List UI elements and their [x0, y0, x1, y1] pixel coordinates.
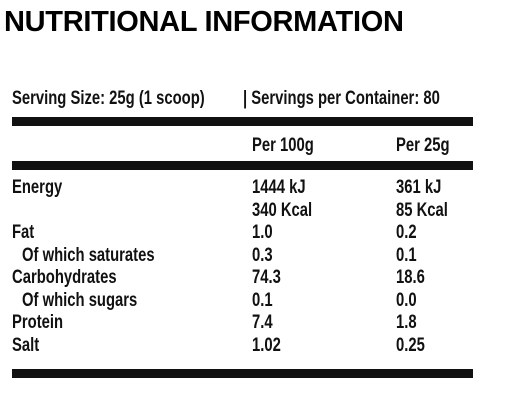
row-label: Carbohydrates: [12, 267, 117, 288]
servings-per-container: | Servings per Container: 80: [243, 88, 440, 109]
row-label: Fat: [12, 222, 35, 243]
cell: 0.25: [396, 334, 425, 356]
cell: 0.1: [396, 244, 417, 266]
divider: [12, 161, 473, 170]
cell: 361 kJ: [396, 177, 442, 198]
cell: 0.1: [252, 289, 273, 311]
row-label: Protein: [12, 312, 64, 333]
cell: 7.4: [252, 312, 273, 333]
cell: 18.6: [396, 267, 425, 288]
cell: 0.2: [396, 222, 417, 243]
row-label: Of which sugars: [22, 289, 138, 311]
cell: 1.8: [396, 312, 417, 333]
cell: 340 Kcal: [252, 199, 313, 221]
title: NUTRITIONAL INFORMATION: [4, 6, 404, 38]
divider: [12, 117, 473, 126]
cell: 1444 kJ: [252, 177, 306, 198]
column-header: Per 25g: [396, 135, 450, 156]
row-label: Salt: [12, 334, 40, 356]
cell: 74.3: [252, 267, 281, 288]
row-label: Of which saturates: [22, 244, 155, 266]
cell: 85 Kcal: [396, 199, 448, 221]
divider: [12, 369, 473, 378]
column-header: Per 100g: [252, 135, 314, 156]
cell: 0.0: [396, 289, 417, 311]
cell: 0.3: [252, 244, 273, 266]
cell: 1.02: [252, 334, 281, 356]
cell: 1.0: [252, 222, 273, 243]
row-label: Energy: [12, 177, 63, 198]
serving-size: Serving Size: 25g (1 scoop): [12, 88, 205, 109]
